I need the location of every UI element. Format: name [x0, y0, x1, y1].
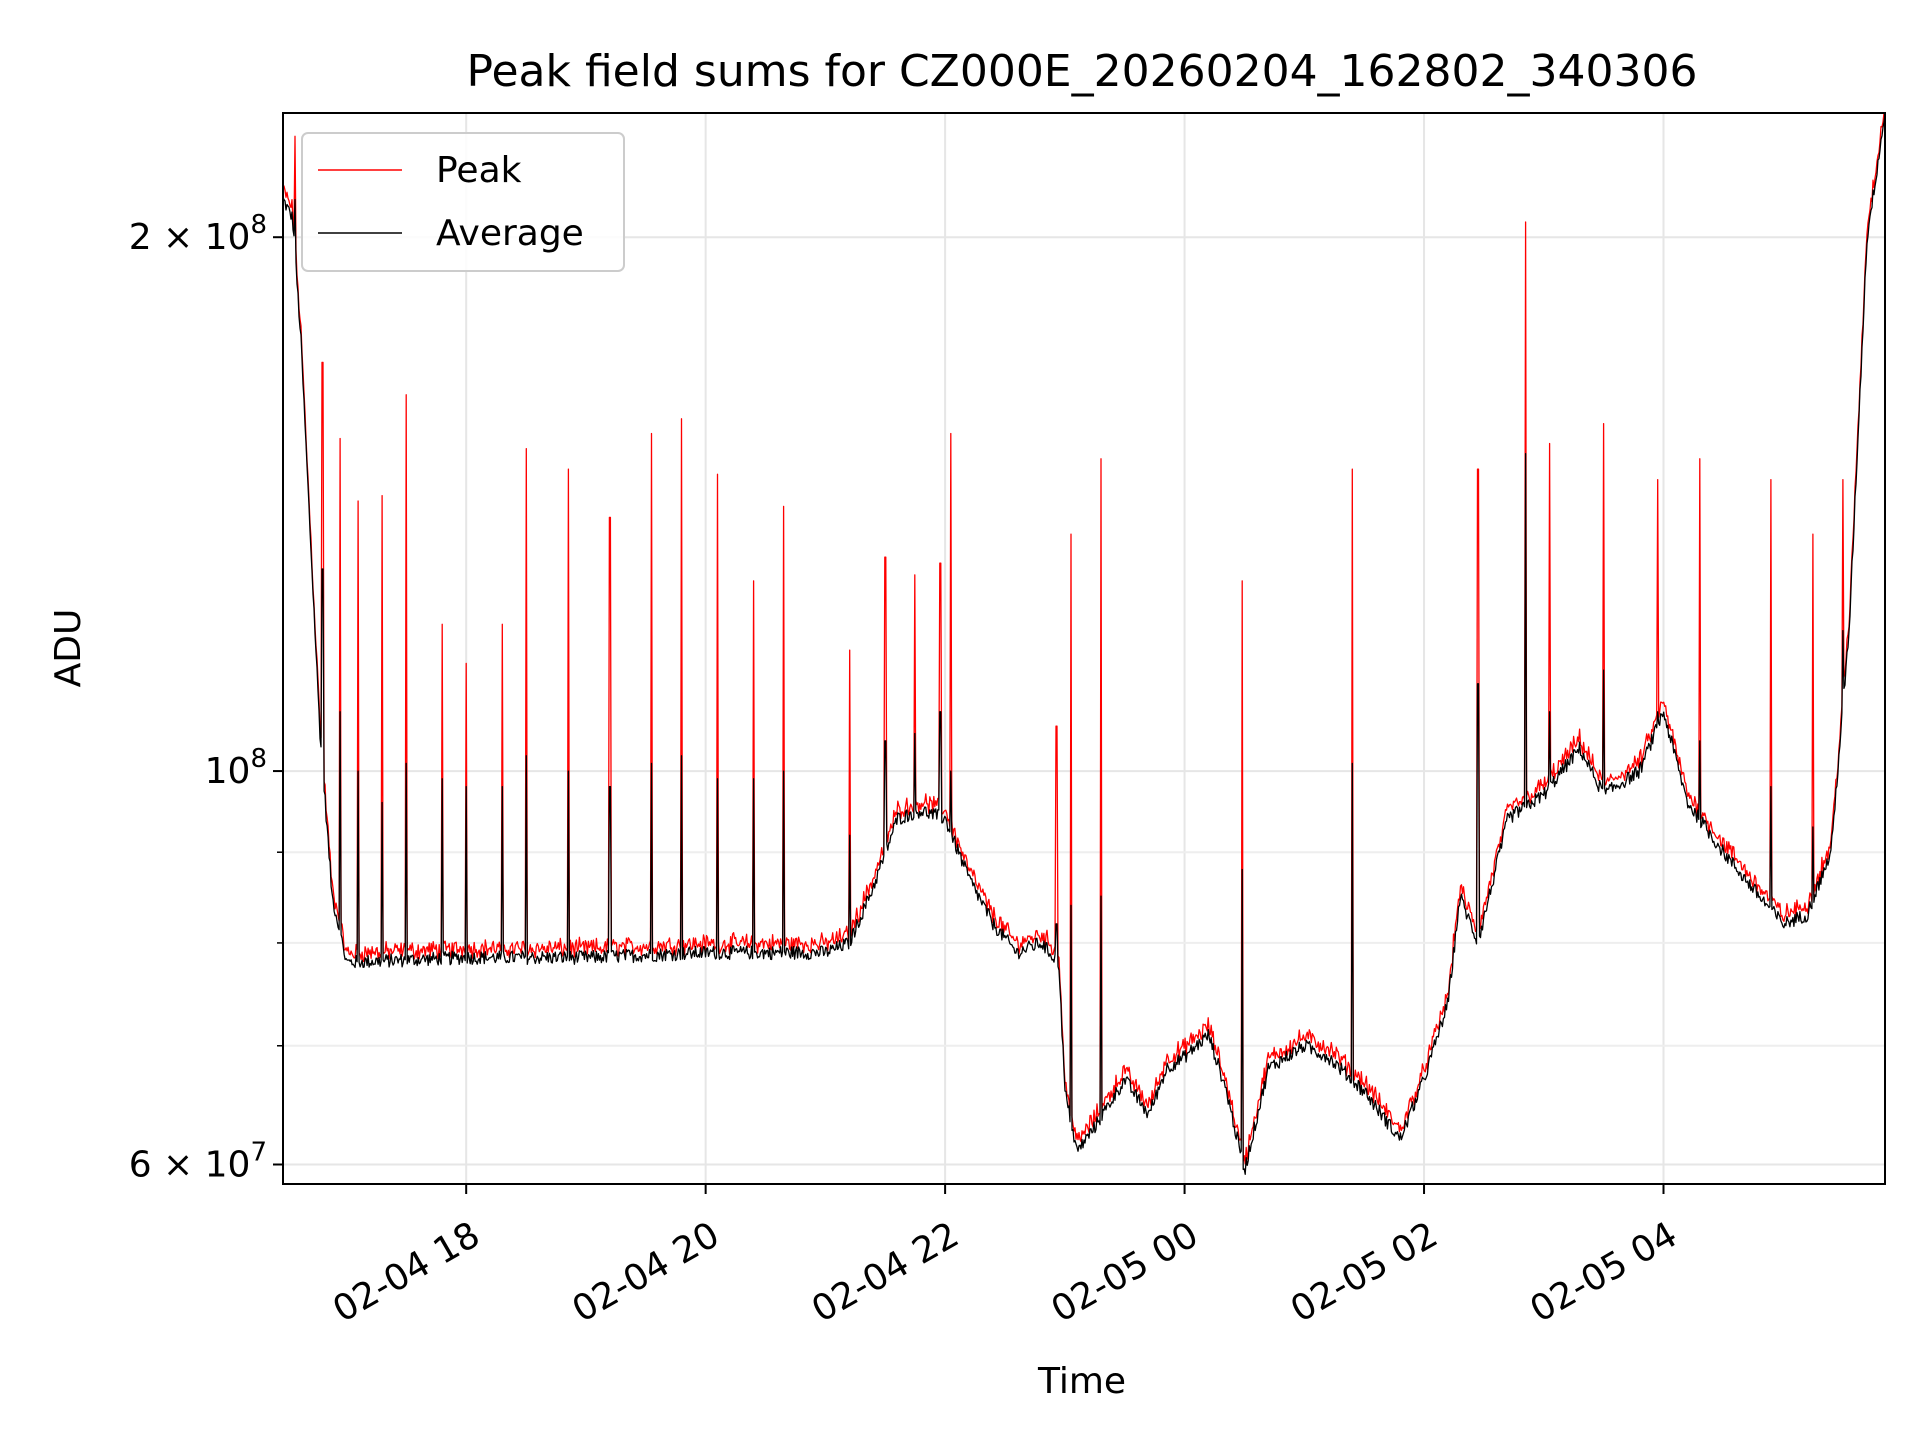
- legend-average-label: Average: [436, 213, 584, 254]
- legend: Peak Average: [301, 132, 625, 272]
- legend-box: [301, 132, 625, 272]
- legend-peak-label: Peak: [436, 150, 522, 191]
- x-axis-label: Time: [1037, 1361, 1126, 1402]
- series-peak-line: [282, 112, 1885, 1165]
- series-average-line: [282, 114, 1886, 1175]
- y-axis-label: ADU: [48, 609, 89, 688]
- y-tick-label: 108: [205, 744, 267, 792]
- series-layer: [282, 112, 1886, 1175]
- chart-title: Peak field sums for CZ000E_20260204_1628…: [467, 46, 1698, 97]
- y-axis-ticks: 6 × 107 108 2 × 108: [129, 210, 283, 1186]
- y-tick-label: 2 × 108: [129, 210, 267, 258]
- y-tick-label: 6 × 107: [129, 1138, 267, 1186]
- plot-area: [282, 112, 1886, 1185]
